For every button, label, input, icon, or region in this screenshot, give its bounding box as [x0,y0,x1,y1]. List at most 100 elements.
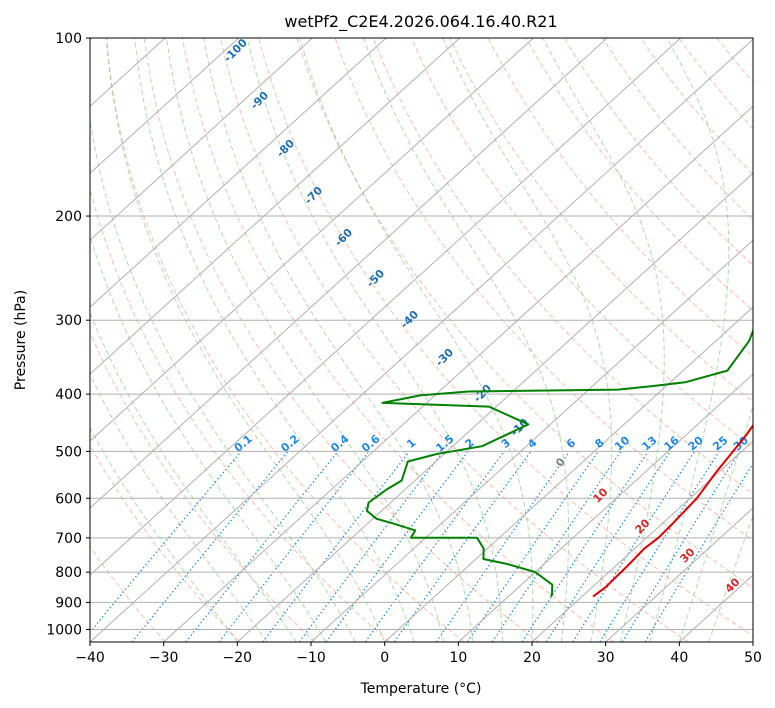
mixing-ratio-line [572,451,696,642]
mixing-ratio-label: 36 [752,433,772,453]
isotherm-line [163,105,753,642]
x-tick-label: −30 [149,650,179,666]
mixing-ratio-label: 13 [639,434,659,454]
moist-adiabat-line [90,116,356,642]
y-tick-label: 400 [55,387,82,403]
isotherm-line [90,38,682,576]
mixing-ratio-line [466,451,599,642]
moist-adiabat-line [678,404,753,642]
pressure-gridlines [90,38,753,630]
x-tick-label: 0 [380,650,389,666]
x-tick-label: −40 [75,650,105,666]
x-tick-label: 40 [670,650,688,666]
y-tick-label: 500 [55,444,82,460]
dry-adiabat-label: -40 [398,308,421,331]
isotherm-line [236,172,753,642]
moist-adiabat-line [442,38,613,642]
dry-adiabat-label: -30 [433,346,456,369]
moist-adiabat-line [90,373,268,642]
mixing-ratio-line [545,451,671,642]
isotherm-line [90,38,461,375]
x-tick-label: 10 [449,650,467,666]
y-tick-label: 300 [55,313,82,329]
dry-adiabat-line [640,38,753,176]
mixing-ratio-line [131,451,289,642]
x-tick-label: 30 [597,650,615,666]
dry-adiabat-line [755,38,775,642]
mixing-ratio-label: 10 [612,433,632,453]
mixing-ratio-line [262,451,410,642]
dry-adiabat-label: -90 [248,89,271,112]
isotherm-line [605,507,753,642]
moist-adiabat-line [299,38,534,642]
moist-adiabat-line [90,426,238,642]
mixing-ratio-line [521,451,649,642]
mixing-ratio-label: 25 [710,434,730,454]
isotherm-line [310,239,753,642]
isotherm-line [90,38,313,241]
moist-adiabat-line [542,38,665,642]
y-tick-label: 200 [55,209,82,225]
isotherm-line [90,38,753,642]
dry-adiabat-line [716,38,753,84]
moist-adiabat-line [708,514,753,642]
isotherm-line [90,38,534,442]
dry-adiabat-line [105,38,465,642]
mixing-ratio-line [621,451,741,642]
y-tick-label: 800 [55,565,82,581]
x-tick-label: −20 [223,650,253,666]
mixing-ratio-line [298,451,444,642]
moist-adiabat-line [166,38,445,642]
isotherm-line [531,440,753,642]
mixing-ratio-line [218,451,370,642]
moist-adiabat-line [134,38,415,642]
dry-adiabat-label: -60 [332,226,355,249]
y-tick-label: 100 [55,31,82,47]
mixing-ratio-line [90,451,242,634]
dry-adiabat-label: -80 [274,137,297,160]
isotherm-line [90,38,608,509]
mixing-ratio-label: 1 [404,436,418,451]
moist-adiabat-line [246,38,503,642]
mixing-ratio-line [644,462,753,642]
mixing-ratio-line [435,451,571,642]
mixing-ratio-line [185,451,339,642]
x-axis-ticks: −40 −30 −20 −10 0 10 20 30 40 50 [75,642,762,666]
dry-adiabat-line [410,38,753,449]
isotherm-line [90,38,387,308]
plot-frame [89,37,754,643]
y-axis-ticks: 100 200 300 400 500 600 700 800 900 1000 [46,31,90,638]
moist-adiabat-line [90,234,327,642]
dry-adiabat-line [220,38,689,642]
y-tick-label: 700 [55,531,82,547]
y-axis-label: Pressure (hPa) [13,290,29,390]
sounding-profiles [365,328,753,598]
dewpoint-profile-line [365,328,753,597]
mixing-ratio-line [393,451,532,642]
dry-adiabat-line [372,38,753,495]
dry-adiabat-line [525,38,753,312]
dry-adiabat-line [90,331,316,642]
x-tick-label: 50 [744,650,762,666]
dry-adiabat-label: 30 [678,545,698,565]
y-tick-label: 1000 [46,622,82,638]
isotherm-line [384,306,753,642]
moist-adiabat-line [203,38,474,642]
isotherm-line [457,373,753,642]
x-tick-label: −10 [296,650,326,666]
dry-adiabat-label: -50 [364,267,387,290]
dry-adiabat-line [143,38,540,642]
dry-adiabat-label: -100 [221,36,250,65]
moist-adiabat-line [649,38,730,642]
dry-adiabat-label: -20 [471,382,494,405]
y-tick-label: 600 [55,491,82,507]
dry-adiabat-line [563,38,753,267]
mixing-ratio-label: 6 [564,436,578,451]
temperature-profile-line [592,423,753,598]
mixing-ratio-label: 4 [525,436,539,451]
x-tick-label: 20 [523,650,541,666]
dry-adiabat-label: 0 [553,455,568,470]
mixing-ratio-line [364,451,505,642]
dry-adiabat-line [90,444,241,642]
